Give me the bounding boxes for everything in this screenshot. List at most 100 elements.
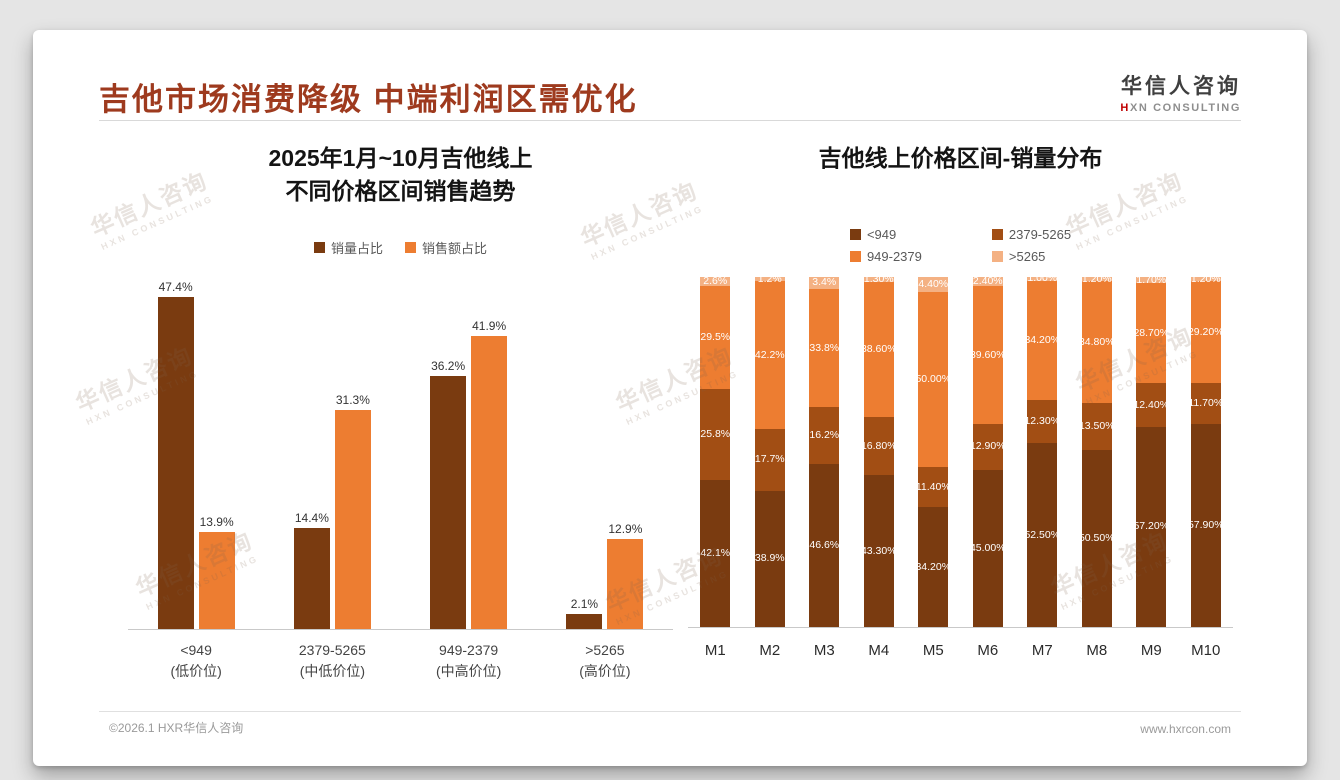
category-range: 949-2379 [439,642,499,658]
category-tier: (高价位) [579,663,631,679]
bar-group: 2.1% 12.9% [566,522,644,629]
bar: 12.9% [607,522,644,629]
bar-segment: 46.6% [809,463,840,627]
segment-value-label: 39.60% [972,348,1003,361]
stacked-bar: 57.90% 11.70% 29.20% 1.20% [1190,273,1221,627]
legend-swatch-icon [405,242,416,253]
bar-segment: 29.20% [1190,281,1221,384]
bar-segment: 1.20% [1081,273,1112,285]
segment-value-label: 50.50% [1081,532,1112,545]
stacked-bar: 50.50% 13.50% 34.80% 1.20% [1081,273,1112,627]
stacked-bar: 52.50% 12.30% 34.20% 1.00% [1027,272,1058,627]
bar-segment: 2.40% [972,275,1003,288]
logo-accent-letter: H [1120,102,1130,114]
footer-divider [99,711,1241,712]
bar-segment: 38.60% [863,281,894,417]
right-chart-title: 吉他线上价格区间-销量分布 [818,145,1103,171]
stacked-bar: 34.20% 11.40% 50.00% 4.40% [918,277,949,627]
segment-value-label: 52.50% [1027,528,1057,541]
legend-label: <949 [866,227,897,242]
legend-swatch-icon [991,251,1003,262]
segment-value-label: 16.2% [809,429,840,442]
segment-value-label: 2.40% [972,275,1003,288]
category-label: M8 [1086,642,1108,659]
stacked-bar: 42.1% 25.8% 29.5% 2.6% [700,275,731,627]
category-label: M9 [1140,642,1162,659]
bar-segment: 4.40% [918,277,949,293]
segment-value-label: 38.60% [863,342,894,355]
bar-segment: 42.2% [754,281,785,429]
footer-website: www.hxrcon.com [1140,722,1231,736]
bar: 41.9% [471,319,508,629]
category-range: <949 [180,642,212,658]
segment-value-label: 57.90% [1190,519,1221,532]
bar-segment: 1.2% [754,273,785,285]
left-chart-categories: <949 (低价位) 2379-5265 (中低价位) 949-2379 (中高价位) >5… [128,640,673,682]
category-label: M6 [977,642,999,659]
category-label: M4 [868,642,890,659]
bar-segment: 12.90% [972,424,1003,470]
left-chart-plot: 47.4% 13.9% 14.4% 31.3% 36.2% 41.9% 2.1% 12.9% [128,277,673,630]
bar-segment: 1.00% [1027,272,1058,284]
left-chart: 2025年1月~10月吉他线上 不同价格区间销售趋势 销量占比 销售额占比 47.… [128,142,673,682]
segment-value-label: 42.2% [754,348,785,361]
segment-value-label: 11.40% [918,480,948,493]
segment-value-label: 25.8% [700,428,731,440]
bar-segment: 57.90% [1190,424,1221,627]
stacked-bar: 57.20% 12.40% 28.70% 1.70% [1136,274,1167,627]
category-tier: (低价位) [170,663,222,679]
category-tier: (中高价位) [435,663,502,679]
segment-value-label: 42.1% [700,546,731,559]
legend-label: 销售额占比 [422,241,488,256]
segment-value-label: 1.00% [1027,272,1058,285]
segment-value-label: 16.80% [863,439,894,452]
bar-segment: 16.80% [863,416,894,476]
segment-value-label: 50.00% [918,373,948,386]
category-label: 949-2379 (中高价位) [404,640,534,682]
category-label: M10 [1191,642,1221,659]
category-label: 2379-5265 (中低价位) [267,640,397,682]
footer-copyright: ©2026.1 HXR华信人咨询 [109,721,244,735]
segment-value-label: 1.20% [1190,272,1221,285]
segment-value-label: 29.20% [1190,325,1221,338]
category-label: M7 [1031,642,1053,659]
left-chart-title-line2: 不同价格区间销售趋势 [285,178,516,204]
bar-rect [334,409,371,629]
bar-segment: 3.4% [809,276,840,289]
bar-rect [566,614,603,629]
left-chart-legend: 销量占比 销售额占比 [128,238,673,257]
bar-group: 36.2% 41.9% [430,319,508,629]
header-divider [99,120,1241,121]
legend-swatch-icon [991,229,1003,240]
right-chart-plot: 42.1% 25.8% 29.5% 2.6% 38.9% 17.7% 42.2% 1.2% 46… [688,272,1233,628]
bar: 14.4% [293,511,330,629]
bar-segment: 12.30% [1027,400,1058,444]
segment-value-label: 17.7% [754,453,785,466]
segment-value-label: 34.20% [1027,333,1057,346]
segment-value-label: 3.4% [812,276,837,289]
bar-value-label: 14.4% [294,511,329,526]
segment-value-label: 33.8% [809,341,840,354]
bar-group: 47.4% 13.9% [157,280,235,629]
segment-value-label: 1.30% [863,272,894,285]
bar-segment: 1.30% [863,273,894,285]
bar-segment: 11.70% [1190,383,1221,425]
bar-group: 14.4% 31.3% [293,393,371,629]
bar-segment: 52.50% [1027,443,1058,627]
segment-value-label: 57.20% [1136,520,1166,533]
legend-item: <949 [849,227,922,242]
legend-swatch-icon [849,251,861,262]
bar: 31.3% [334,393,371,629]
segment-value-label: 2.6% [703,275,728,288]
bar-segment: 11.40% [918,467,949,508]
bar-segment: 57.20% [1136,426,1167,627]
bar-value-label: 31.3% [335,392,370,407]
segment-value-label: 1.70% [1136,273,1167,286]
legend-item: 销量占比 [313,238,383,257]
bar-segment: 17.7% [754,428,785,491]
right-chart-categories: M1 M2 M3 M4 M5 M6 M7 M8 M9 M10 [688,640,1233,663]
category-range: 2379-5265 [298,642,366,658]
bar-segment: 39.60% [972,285,1003,425]
bar-segment: 2.6% [700,275,731,288]
legend-label: 2379-5265 [1008,227,1072,242]
